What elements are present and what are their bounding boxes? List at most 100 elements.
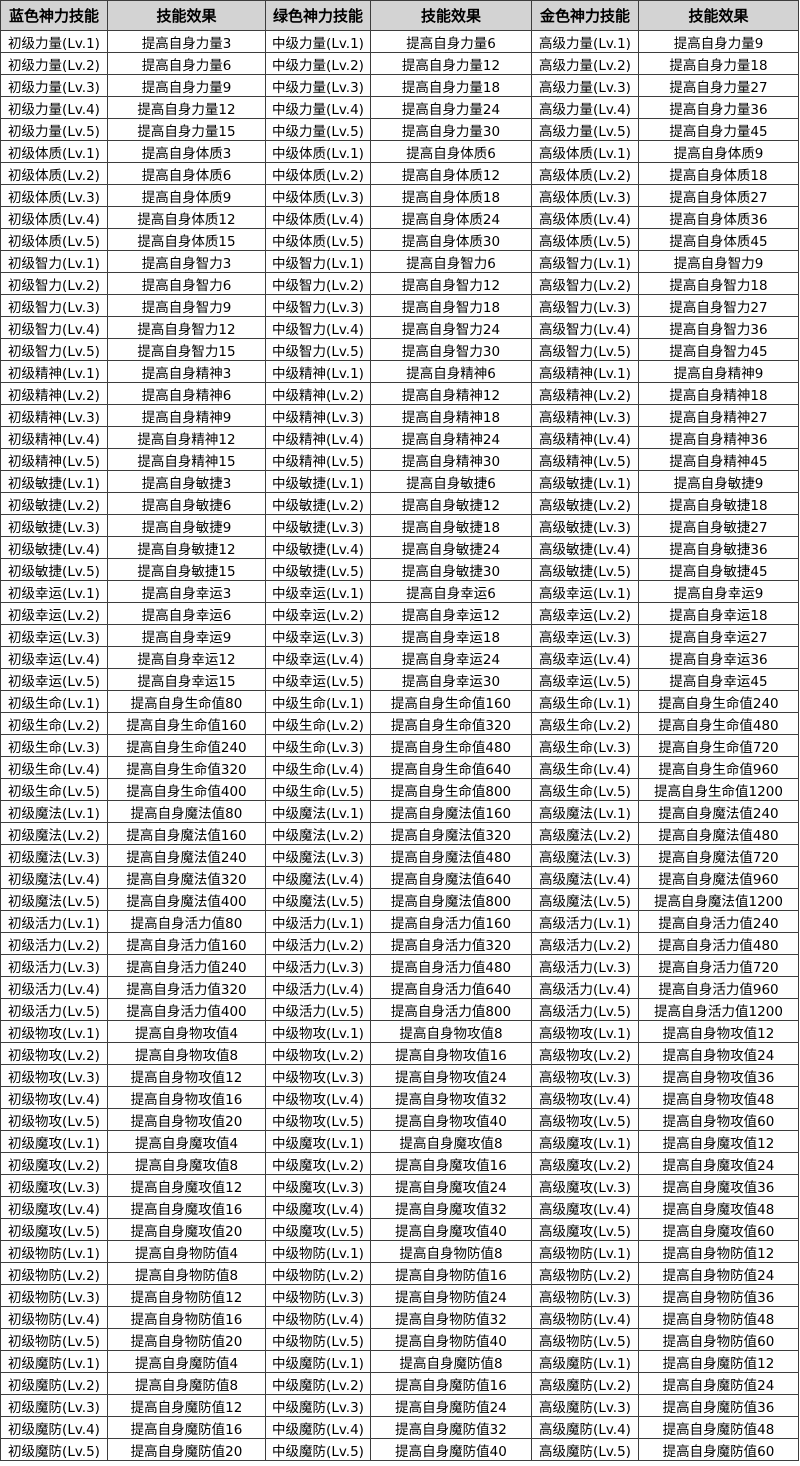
table-cell: 提高自身生命值240 — [638, 690, 799, 713]
table-cell: 高级魔攻(Lv.2) — [531, 1152, 639, 1175]
table-cell: 初级魔防(Lv.3) — [0, 1394, 108, 1417]
table-cell: 提高自身力量30 — [370, 118, 532, 141]
table-row: 初级智力(Lv.1) 提高自身智力3 中级智力(Lv.1) 提高自身智力6 高级智力(L… — [0, 250, 799, 273]
table-row: 初级幸运(Lv.1) 提高自身幸运3 中级幸运(Lv.1) 提高自身幸运6 高级幸运(L… — [0, 580, 799, 603]
table-cell: 提高自身幸运45 — [638, 668, 799, 691]
table-cell: 高级幸运(Lv.1) — [531, 580, 639, 603]
table-cell: 提高自身精神3 — [107, 360, 266, 383]
table-cell: 提高自身生命值320 — [107, 756, 266, 779]
table-cell: 提高自身生命值160 — [107, 712, 266, 735]
table-cell: 提高自身物攻值48 — [638, 1086, 799, 1109]
table-cell: 中级魔攻(Lv.5) — [265, 1218, 371, 1241]
table-cell: 初级体质(Lv.1) — [0, 140, 108, 163]
table-cell: 初级敏捷(Lv.5) — [0, 558, 108, 581]
table-cell: 中级智力(Lv.4) — [265, 316, 371, 339]
table-cell: 提高自身智力9 — [107, 294, 266, 317]
table-cell: 初级生命(Lv.1) — [0, 690, 108, 713]
table-row: 初级魔防(Lv.3) 提高自身魔防值12 中级魔防(Lv.3) 提高自身魔防值24 高级… — [0, 1394, 799, 1417]
table-cell: 中级幸运(Lv.5) — [265, 668, 371, 691]
table-cell: 初级魔攻(Lv.3) — [0, 1174, 108, 1197]
table-cell: 提高自身活力值400 — [107, 998, 266, 1021]
table-cell: 高级敏捷(Lv.1) — [531, 470, 639, 493]
table-cell: 初级魔法(Lv.5) — [0, 888, 108, 911]
table-cell: 提高自身体质6 — [370, 140, 532, 163]
table-cell: 高级敏捷(Lv.5) — [531, 558, 639, 581]
table-cell: 提高自身物攻值8 — [370, 1020, 532, 1043]
table-cell: 中级生命(Lv.5) — [265, 778, 371, 801]
table-cell: 提高自身智力30 — [370, 338, 532, 361]
table-cell: 提高自身活力值320 — [370, 932, 532, 955]
table-cell: 初级幸运(Lv.4) — [0, 646, 108, 669]
table-row: 初级魔防(Lv.2) 提高自身魔防值8 中级魔防(Lv.2) 提高自身魔防值16 高级魔… — [0, 1372, 799, 1395]
table-row: 初级魔法(Lv.5) 提高自身魔法值400 中级魔法(Lv.5) 提高自身魔法值800… — [0, 888, 799, 911]
table-cell: 中级精神(Lv.2) — [265, 382, 371, 405]
table-cell: 提高自身物防值32 — [370, 1306, 532, 1329]
table-cell: 提高自身敏捷15 — [107, 558, 266, 581]
table-row: 初级敏捷(Lv.4) 提高自身敏捷12 中级敏捷(Lv.4) 提高自身敏捷24 高级敏捷… — [0, 536, 799, 559]
table-row: 初级活力(Lv.1) 提高自身活力值80 中级活力(Lv.1) 提高自身活力值160 高… — [0, 910, 799, 933]
table-row: 初级精神(Lv.3) 提高自身精神9 中级精神(Lv.3) 提高自身精神18 高级精神(… — [0, 404, 799, 427]
table-cell: 中级力量(Lv.5) — [265, 118, 371, 141]
table-cell: 提高自身活力值800 — [370, 998, 532, 1021]
table-cell: 初级魔防(Lv.2) — [0, 1372, 108, 1395]
table-cell: 初级物防(Lv.2) — [0, 1262, 108, 1285]
table-row: 初级物防(Lv.4) 提高自身物防值16 中级物防(Lv.4) 提高自身物防值32 高级… — [0, 1306, 799, 1329]
table-cell: 高级魔防(Lv.1) — [531, 1350, 639, 1373]
table-row: 初级幸运(Lv.2) 提高自身幸运6 中级幸运(Lv.2) 提高自身幸运12 高级幸运(… — [0, 602, 799, 625]
table-cell: 提高自身力量24 — [370, 96, 532, 119]
table-cell: 中级魔法(Lv.1) — [265, 800, 371, 823]
table-cell: 提高自身智力3 — [107, 250, 266, 273]
table-cell: 高级精神(Lv.4) — [531, 426, 639, 449]
table-cell: 中级物防(Lv.5) — [265, 1328, 371, 1351]
table-cell: 提高自身生命值160 — [370, 690, 532, 713]
table-cell: 高级魔防(Lv.4) — [531, 1416, 639, 1439]
table-cell: 中级活力(Lv.4) — [265, 976, 371, 999]
table-cell: 高级魔攻(Lv.1) — [531, 1130, 639, 1153]
table-cell: 提高自身精神12 — [107, 426, 266, 449]
table-cell: 初级物防(Lv.1) — [0, 1240, 108, 1263]
table-cell: 提高自身敏捷9 — [638, 470, 799, 493]
table-cell: 提高自身精神18 — [638, 382, 799, 405]
table-cell: 初级精神(Lv.2) — [0, 382, 108, 405]
header-blue-skill: 蓝色神力技能 — [0, 0, 108, 31]
table-cell: 提高自身物攻值4 — [107, 1020, 266, 1043]
table-cell: 高级魔法(Lv.5) — [531, 888, 639, 911]
table-cell: 提高自身幸运9 — [107, 624, 266, 647]
table-cell: 提高自身物防值60 — [638, 1328, 799, 1351]
table-cell: 提高自身魔攻值36 — [638, 1174, 799, 1197]
table-cell: 提高自身体质12 — [370, 162, 532, 185]
table-cell: 初级精神(Lv.1) — [0, 360, 108, 383]
table-row: 初级魔防(Lv.1) 提高自身魔防值4 中级魔防(Lv.1) 提高自身魔防值8 高级魔防… — [0, 1350, 799, 1373]
table-cell: 提高自身魔防值12 — [107, 1394, 266, 1417]
table-cell: 提高自身魔攻值8 — [107, 1152, 266, 1175]
table-cell: 中级物攻(Lv.1) — [265, 1020, 371, 1043]
table-row: 初级生命(Lv.3) 提高自身生命值240 中级生命(Lv.3) 提高自身生命值480… — [0, 734, 799, 757]
table-cell: 提高自身魔攻值20 — [107, 1218, 266, 1241]
table-row: 初级敏捷(Lv.1) 提高自身敏捷3 中级敏捷(Lv.1) 提高自身敏捷6 高级敏捷(L… — [0, 470, 799, 493]
header-gold-skill: 金色神力技能 — [531, 0, 639, 31]
table-cell: 中级精神(Lv.1) — [265, 360, 371, 383]
table-cell: 提高自身幸运9 — [638, 580, 799, 603]
table-cell: 提高自身生命值800 — [370, 778, 532, 801]
table-cell: 初级体质(Lv.3) — [0, 184, 108, 207]
header-skill-effect-3: 技能效果 — [638, 0, 799, 31]
table-cell: 初级魔攻(Lv.5) — [0, 1218, 108, 1241]
table-cell: 提高自身力量9 — [107, 74, 266, 97]
table-cell: 提高自身体质12 — [107, 206, 266, 229]
table-cell: 提高自身物防值12 — [638, 1240, 799, 1263]
table-cell: 初级智力(Lv.5) — [0, 338, 108, 361]
table-cell: 提高自身幸运15 — [107, 668, 266, 691]
table-cell: 初级智力(Lv.3) — [0, 294, 108, 317]
table-cell: 中级智力(Lv.3) — [265, 294, 371, 317]
table-row: 初级智力(Lv.4) 提高自身智力12 中级智力(Lv.4) 提高自身智力24 高级智力… — [0, 316, 799, 339]
table-cell: 高级精神(Lv.5) — [531, 448, 639, 471]
table-cell: 提高自身力量6 — [107, 52, 266, 75]
table-cell: 提高自身体质30 — [370, 228, 532, 251]
table-cell: 高级魔法(Lv.3) — [531, 844, 639, 867]
table-cell: 中级物防(Lv.4) — [265, 1306, 371, 1329]
table-cell: 中级敏捷(Lv.3) — [265, 514, 371, 537]
table-row: 初级活力(Lv.2) 提高自身活力值160 中级活力(Lv.2) 提高自身活力值320… — [0, 932, 799, 955]
table-cell: 提高自身魔法值800 — [370, 888, 532, 911]
table-cell: 提高自身物防值24 — [638, 1262, 799, 1285]
table-row: 初级力量(Lv.4) 提高自身力量12 中级力量(Lv.4) 提高自身力量24 高级力量… — [0, 96, 799, 119]
